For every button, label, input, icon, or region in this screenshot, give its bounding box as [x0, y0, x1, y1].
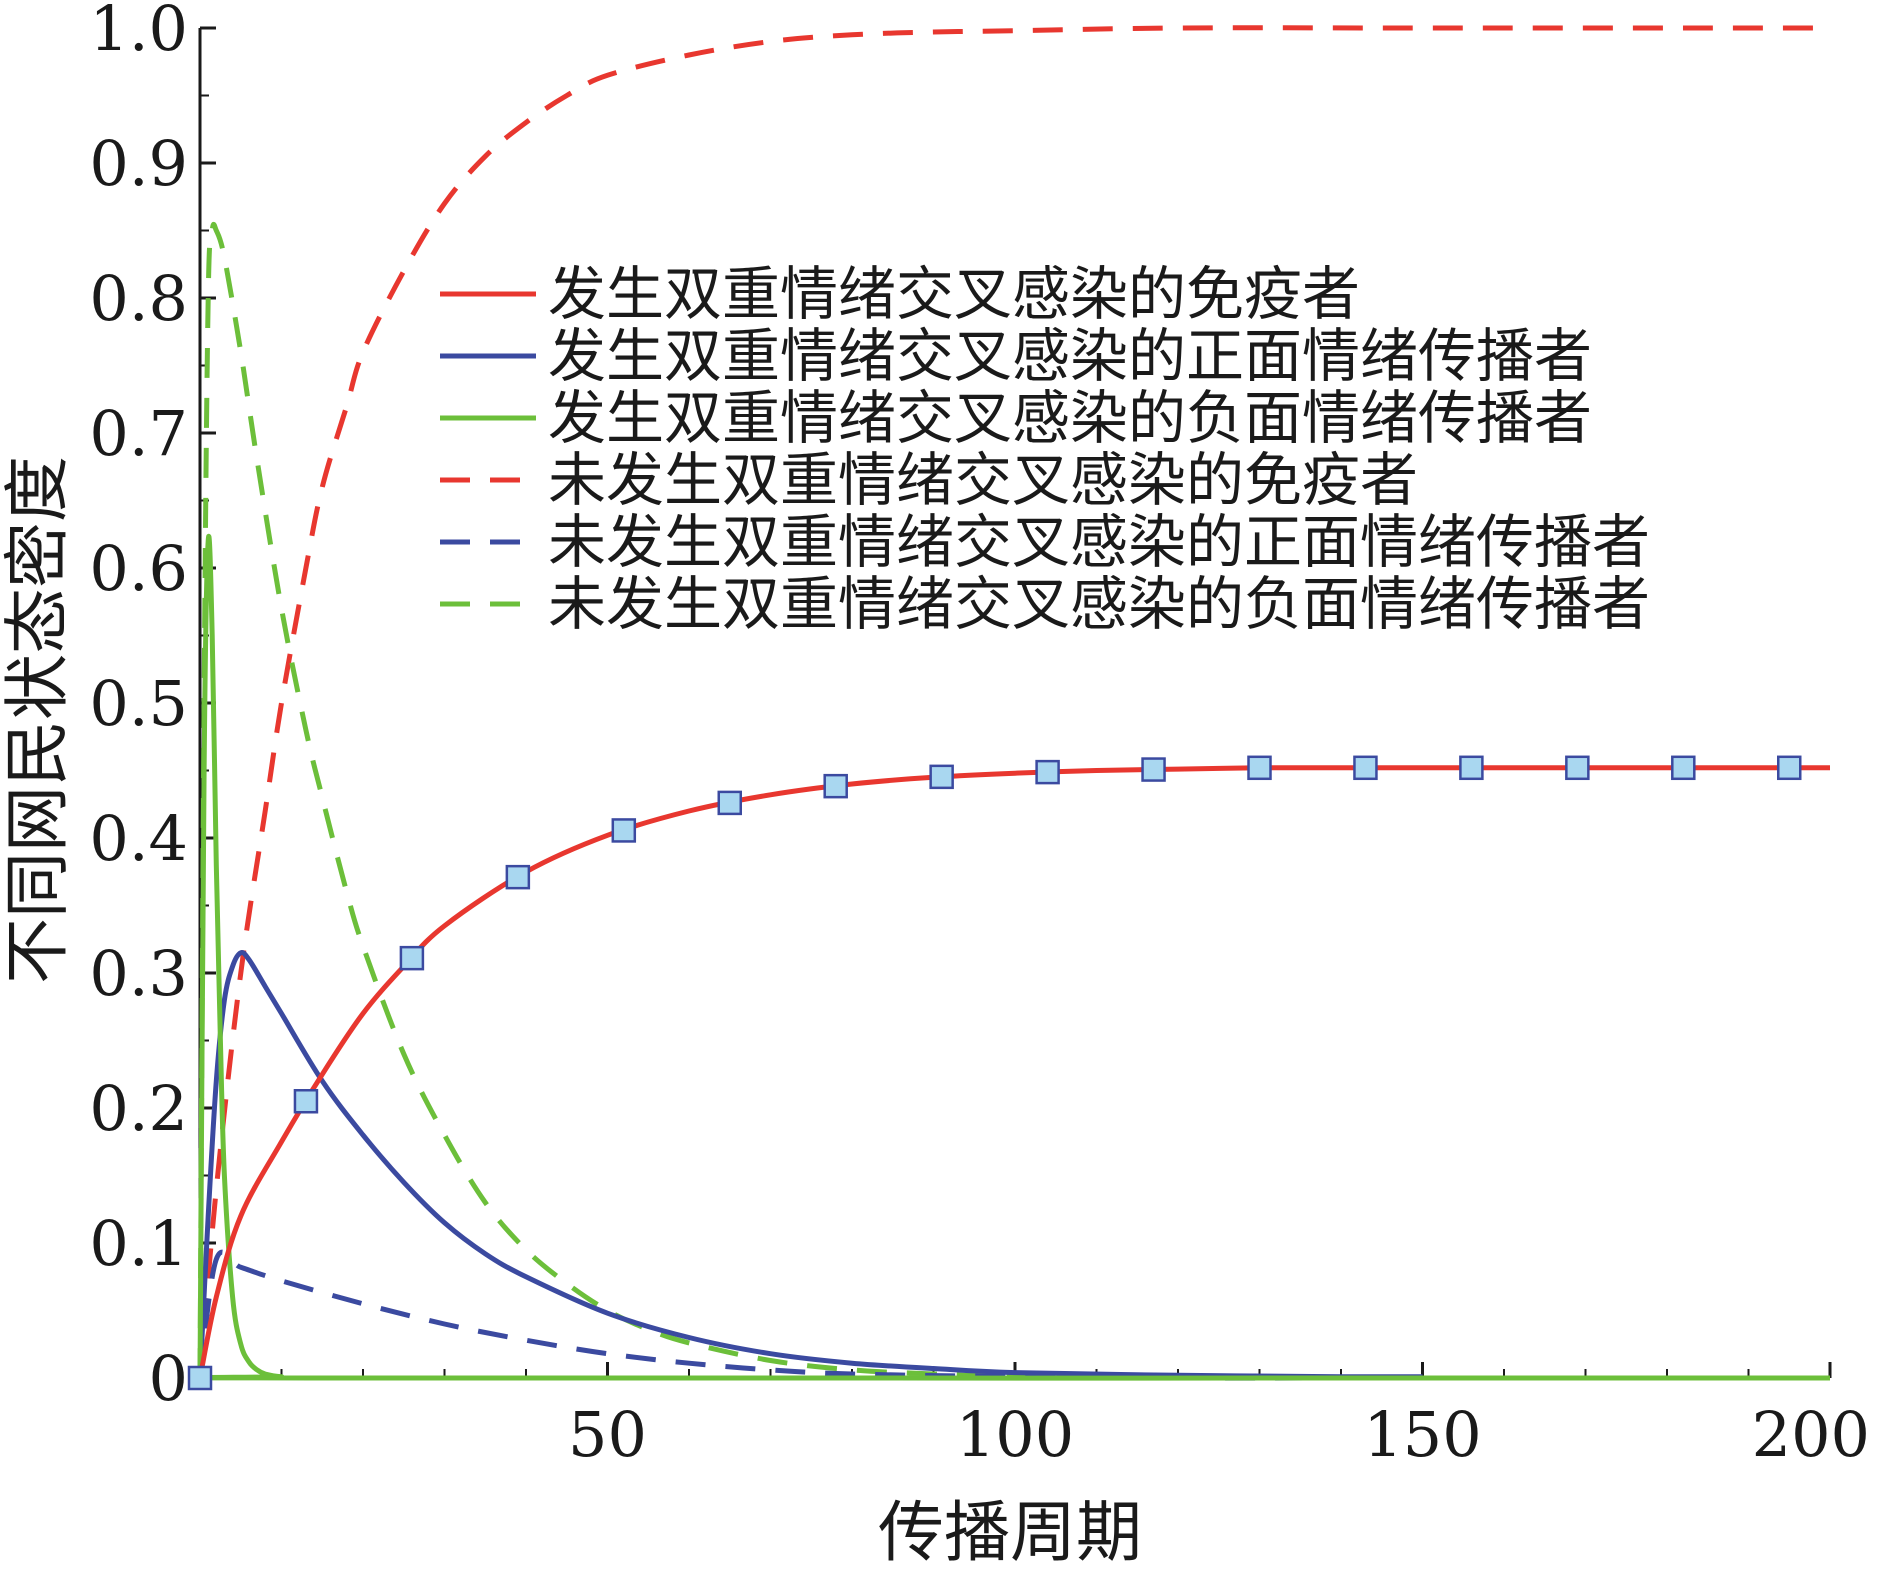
series-1-marker	[293, 1089, 319, 1114]
series-1-marker	[1247, 755, 1272, 781]
y-tick-label: 0.6	[89, 532, 188, 605]
series-1-marker	[611, 818, 637, 843]
series-1-marker	[187, 1365, 213, 1391]
series-1-marker	[399, 945, 425, 971]
series-1-marker	[717, 790, 742, 816]
series-line-2	[197, 950, 1423, 1380]
y-tick-label: 0	[149, 1342, 188, 1415]
series-1-marker	[1459, 755, 1484, 781]
y-tick-label: 0.1	[89, 1207, 188, 1280]
legend-label-6: 未发生双重情绪交叉感染的负面情绪传播者	[548, 570, 1650, 638]
series-line-1	[197, 765, 1830, 1379]
series-1-marker	[1565, 755, 1590, 781]
x-tick-label: 200	[1752, 1398, 1870, 1471]
y-tick-label: 0.9	[89, 127, 188, 200]
y-tick-label: 0.8	[89, 262, 188, 335]
legend-label-2: 发生双重情绪交叉感染的正面情绪传播者	[548, 322, 1592, 390]
series-1-marker	[1777, 755, 1802, 781]
x-tick-label: 100	[956, 1398, 1074, 1471]
axes: 0 0.1 0.2 0.3 0.4 0.5 0.6 0.7 0.8 0.9 1.0 50 100 150 2…	[89, 0, 1870, 1471]
series-layer	[196, 25, 1831, 1381]
x-axis-title: 传播周期	[878, 1494, 1142, 1571]
series-line-4	[197, 25, 1830, 1379]
y-tick-label: 0.5	[89, 667, 188, 740]
legend-label-3: 发生双重情绪交叉感染的负面情绪传播者	[548, 384, 1592, 452]
y-axis-title: 不同网民状态密度	[0, 456, 76, 984]
x-tick-label: 150	[1363, 1398, 1481, 1471]
legend-label-1: 发生双重情绪交叉感染的免疫者	[548, 260, 1360, 328]
series-1-marker	[1141, 757, 1166, 782]
y-tick-label: 1.0	[89, 0, 188, 65]
legend-label-5: 未发生双重情绪交叉感染的正面情绪传播者	[548, 508, 1650, 576]
series-1-marker	[929, 764, 954, 790]
y-tick-label: 0.4	[89, 802, 188, 875]
series-1-marker	[1353, 755, 1378, 781]
y-tick-label: 0.7	[89, 397, 188, 470]
legend-label-4: 未发生双重情绪交叉感染的免疫者	[548, 446, 1418, 514]
series-line-3	[196, 533, 1831, 1381]
y-tick-label: 0.2	[89, 1072, 188, 1145]
series-1-marker	[1671, 755, 1696, 781]
marker-layer	[187, 755, 1802, 1391]
series-line-6	[197, 221, 1179, 1381]
y-tick-label: 0.3	[89, 937, 188, 1010]
series-1-marker	[505, 864, 531, 890]
series-1-marker	[1035, 759, 1060, 785]
legend: 发生双重情绪交叉感染的免疫者发生双重情绪交叉感染的正面情绪传播者发生双重情绪交叉…	[440, 260, 1650, 638]
x-tick-label: 50	[568, 1398, 647, 1471]
series-1-marker	[823, 773, 848, 799]
series-line-5	[197, 1249, 1830, 1381]
